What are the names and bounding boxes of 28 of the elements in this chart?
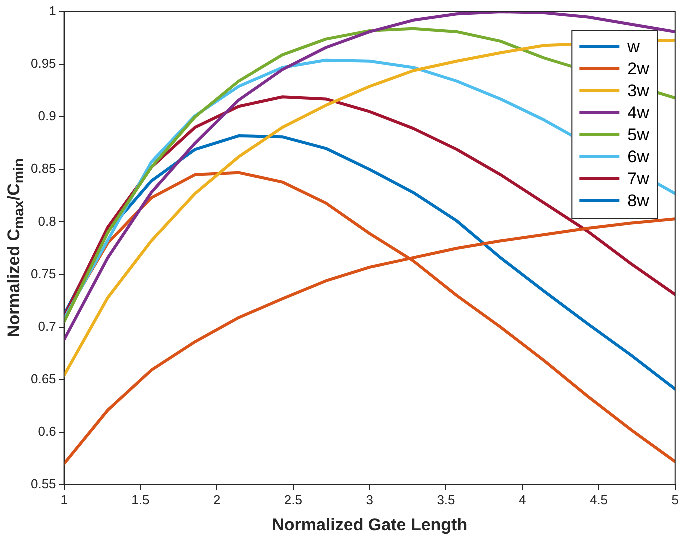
x-tick-label: 5 (672, 492, 679, 508)
x-tick-label: 3.5 (437, 492, 456, 508)
legend-label: 4w (628, 104, 650, 123)
legend-label: 5w (628, 126, 650, 145)
y-tick-label: 0.8 (38, 214, 56, 229)
y-tick-label: 0.85 (30, 161, 56, 176)
x-tick-label: 4.5 (590, 492, 608, 508)
y-tick-label: 0.55 (30, 476, 56, 492)
x-tick-label: 3 (366, 492, 374, 508)
x-tick-label: 2 (213, 492, 221, 508)
x-tick-label: 1 (60, 492, 68, 508)
x-tick-label: 4 (518, 492, 526, 508)
legend-label: 3w (628, 82, 650, 101)
y-tick-label: 0.65 (30, 371, 56, 386)
legend-label: 6w (628, 148, 650, 167)
legend-label: 8w (628, 192, 650, 211)
y-tick-label: 0.9 (38, 108, 56, 124)
x-tick-label: 2.5 (284, 492, 302, 508)
y-tick-label: 0.95 (30, 56, 56, 72)
legend-label: w (626, 38, 641, 57)
y-tick-label: 0.7 (38, 318, 56, 334)
y-tick-label: 0.6 (38, 424, 56, 440)
x-tick-label: 1.5 (132, 492, 150, 508)
legend-label: 7w (628, 170, 650, 189)
y-tick-label: 0.75 (30, 266, 56, 282)
y-tick-label: 1 (49, 4, 56, 19)
legend-label: 2w (628, 60, 650, 79)
x-axis-title: Normalized Gate Length (272, 515, 468, 534)
